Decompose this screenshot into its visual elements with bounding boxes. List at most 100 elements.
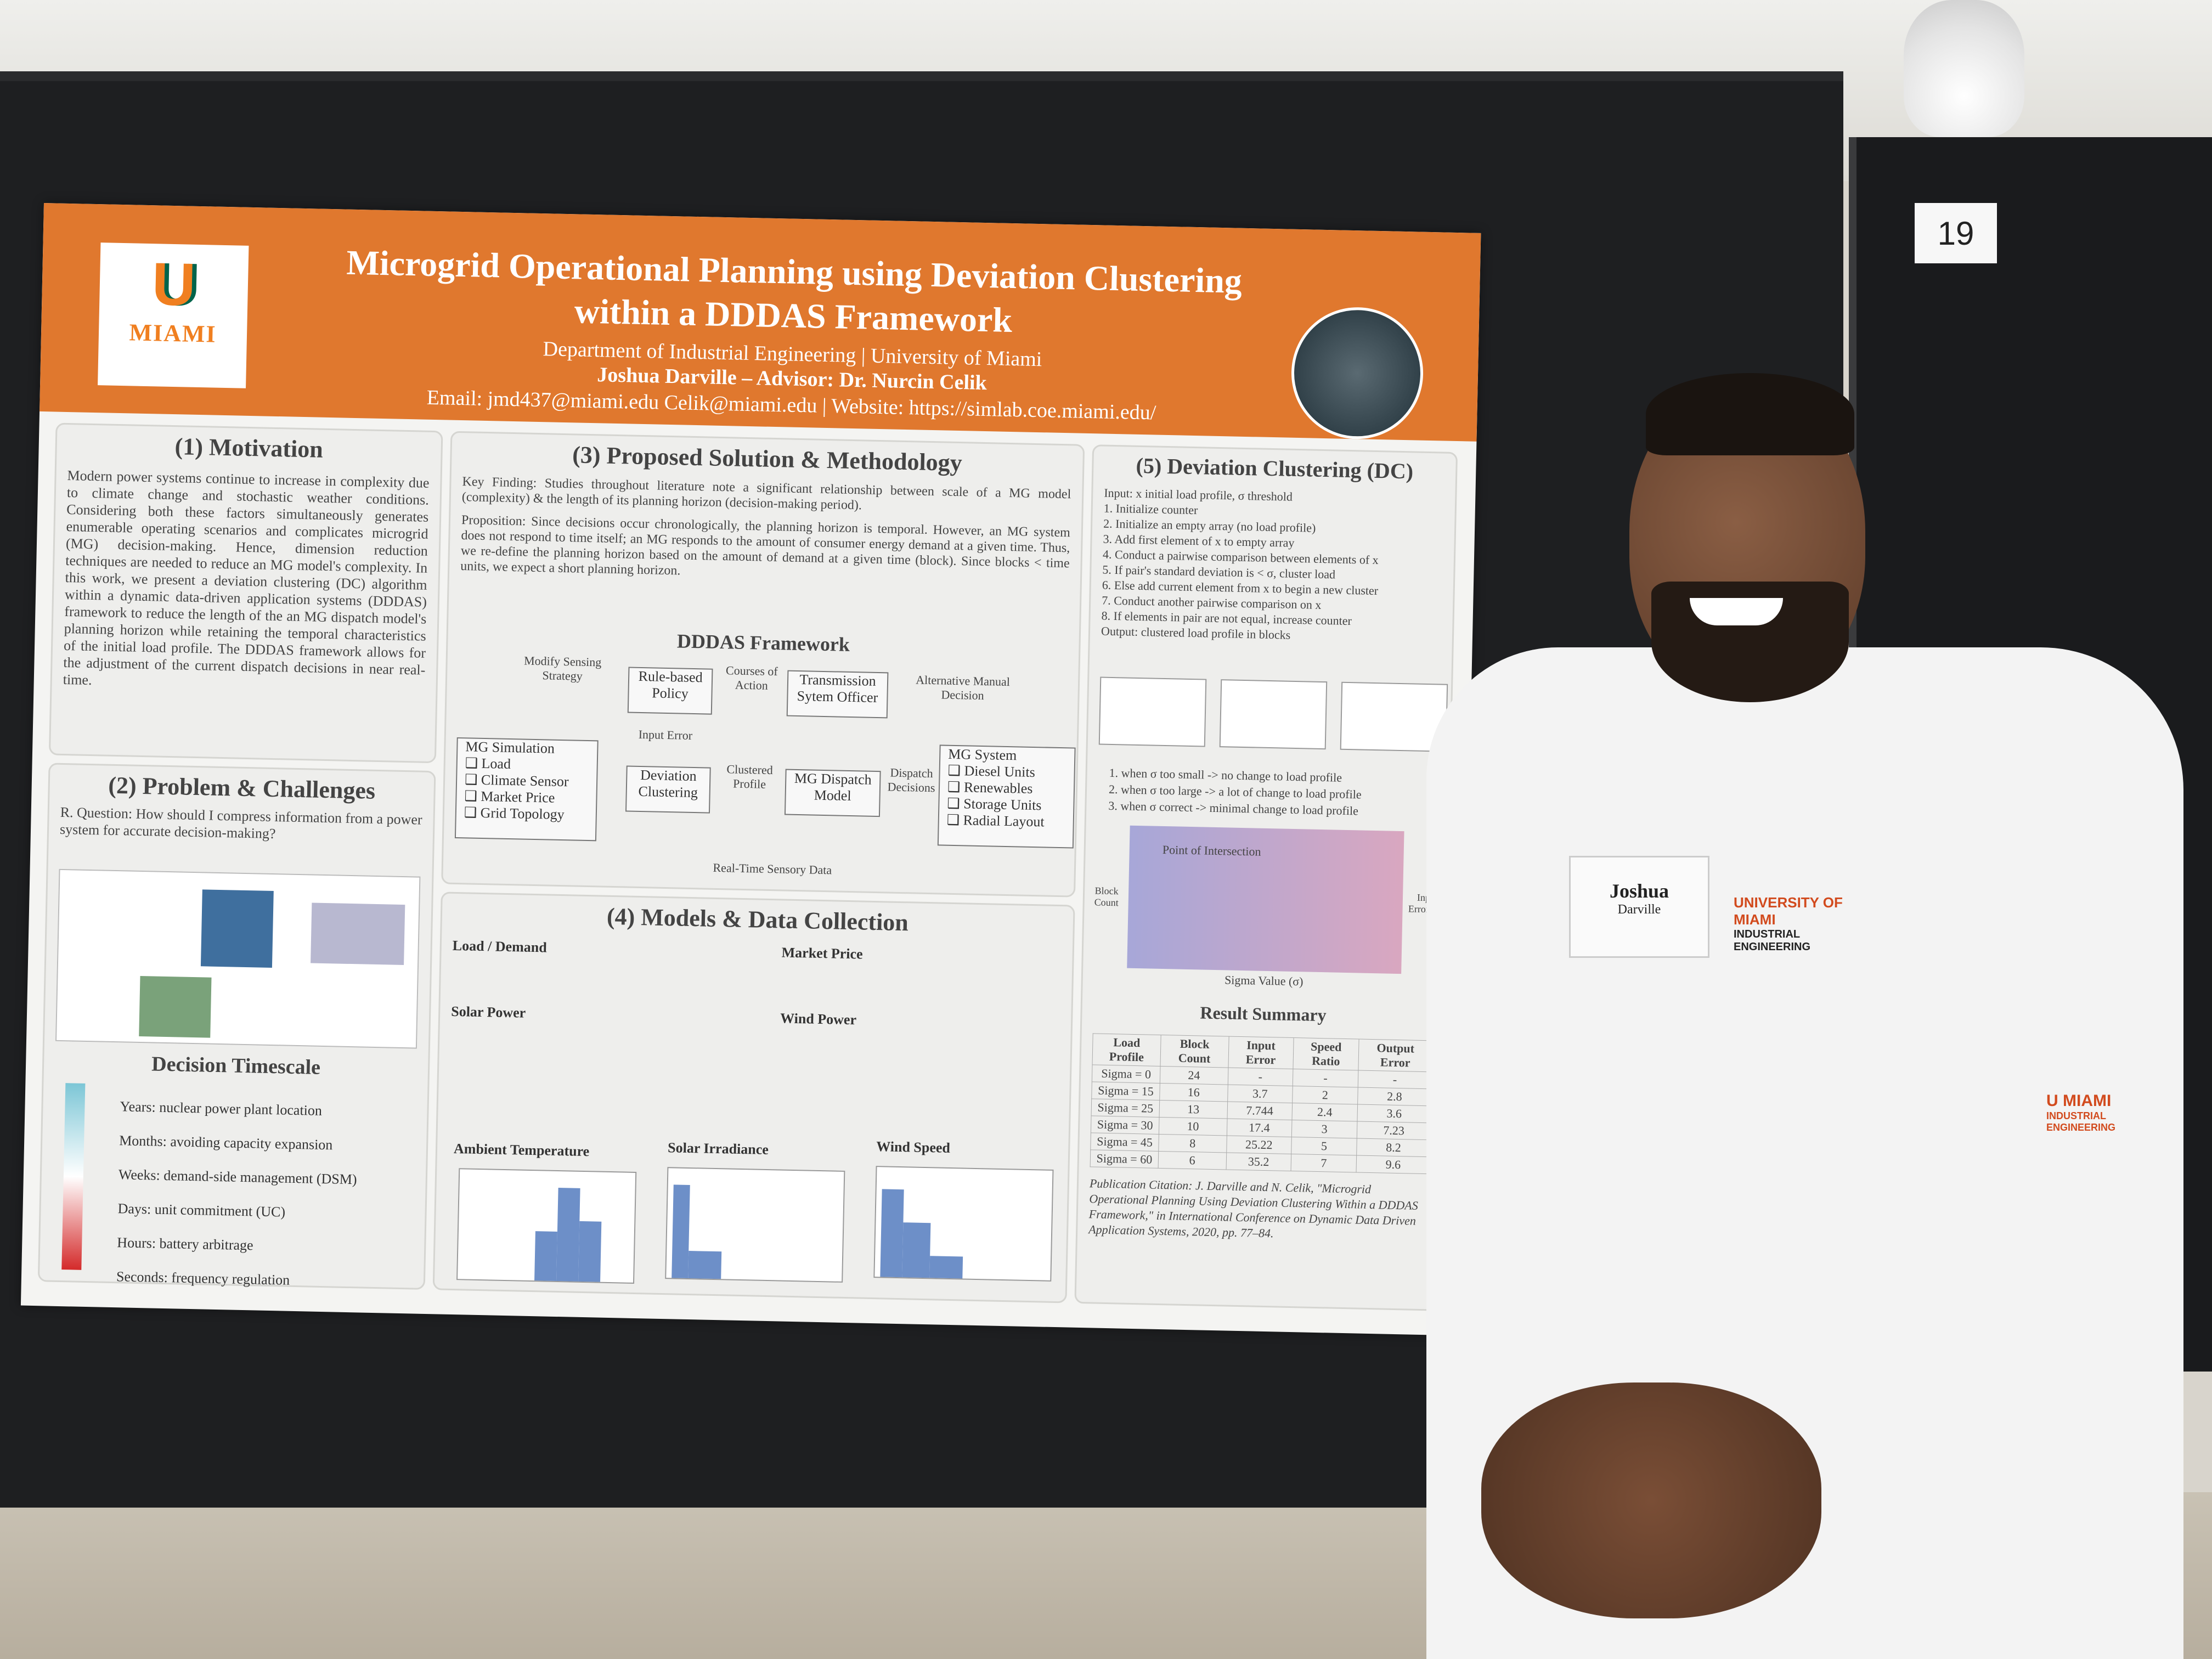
hist-temperature-label: Ambient Temperature — [453, 1141, 590, 1160]
timescale-item: Hours: battery arbitrage — [117, 1234, 253, 1254]
column-header: Load Profile — [1092, 1033, 1161, 1066]
publication-citation: Publication Citation: J. Darville and N.… — [1088, 1176, 1419, 1240]
solar-label: Solar Power — [451, 1003, 526, 1021]
mg-system-item: ❑ Renewables — [947, 778, 1033, 797]
table-cell: 3.7 — [1227, 1085, 1293, 1103]
table-cell: Sigma = 15 — [1091, 1081, 1160, 1101]
table-cell: 2.4 — [1291, 1103, 1358, 1122]
dispatch-box: MG Dispatch Model — [784, 769, 881, 817]
hist-irradiance-label: Solar Irradiance — [667, 1139, 769, 1158]
label-clustered: Clustered Profile — [726, 762, 774, 791]
market-label: Market Price — [781, 944, 863, 962]
table-cell: 6 — [1158, 1151, 1227, 1170]
name-badge: Joshua Darville — [1569, 856, 1709, 958]
histogram-bar — [534, 1231, 557, 1281]
chest-logo-line2: INDUSTRIAL ENGINEERING — [1734, 928, 1811, 953]
sleeve-logo: U MIAMI INDUSTRIAL ENGINEERING — [2046, 1092, 2162, 1133]
label-modify: Modify Sensing Strategy — [523, 653, 602, 683]
clustering-panel: (5) Deviation Clustering (DC) Input: x i… — [1074, 444, 1458, 1311]
histogram-bar — [556, 1188, 580, 1282]
mg-system-box: MG System ❑ Diesel Units ❑ Renewables ❑ … — [937, 744, 1076, 849]
wind-label: Wind Power — [780, 1010, 857, 1028]
research-poster: U MIAMI Microgrid Operational Planning u… — [20, 203, 1481, 1336]
table-cell: 17.4 — [1226, 1119, 1292, 1137]
clustering-heading: (5) Deviation Clustering (DC) — [1136, 453, 1414, 484]
algorithm-steps: Input: x initial load profile, σ thresho… — [1101, 486, 1444, 646]
mg-system-title: MG System — [948, 746, 1017, 764]
rule-policy-box: Rule-based Policy — [627, 667, 713, 715]
label-realtime: Real-Time Sensory Data — [713, 860, 832, 877]
histogram-bar — [902, 1222, 931, 1278]
timescale-heading: Decision Timescale — [151, 1052, 321, 1079]
person-hair — [1646, 373, 1854, 455]
irradiance-histogram — [665, 1167, 845, 1283]
table-cell: 24 — [1160, 1066, 1228, 1085]
problem-heading: (2) Problem & Challenges — [108, 771, 376, 804]
shirt-chest-logo: UNIVERSITY OF MIAMI INDUSTRIAL ENGINEERI… — [1734, 894, 1876, 953]
mg-system-item: ❑ Storage Units — [947, 795, 1042, 814]
table-cell: 7.744 — [1227, 1102, 1293, 1120]
load-profile-plot — [1098, 676, 1207, 747]
column-header: Speed Ratio — [1293, 1037, 1359, 1071]
deviation-box: Deviation Clustering — [625, 765, 711, 814]
label-dispatch-decisions: Dispatch Decisions — [887, 765, 935, 795]
label-courses: Courses of Action — [725, 663, 778, 692]
transmission-tower-photo — [200, 889, 274, 968]
research-question: R. Question: How should I compress infor… — [59, 804, 422, 842]
models-panel: (4) Models & Data Collection Load / Dema… — [432, 891, 1075, 1304]
table-cell: 35.2 — [1226, 1153, 1291, 1171]
table-cell: Sigma = 25 — [1091, 1098, 1160, 1118]
load-profile-plot — [1219, 679, 1328, 750]
histogram-bar — [578, 1221, 602, 1282]
mg-system-item: ❑ Diesel Units — [947, 762, 1036, 781]
sigma-cases: 1. when σ too small -> no change to load… — [1108, 765, 1362, 820]
histogram-bar — [672, 1184, 690, 1279]
table-cell: 2.8 — [1357, 1087, 1432, 1106]
load-label: Load / Demand — [452, 937, 548, 956]
table-cell: - — [1358, 1070, 1432, 1089]
table-cell: 7.23 — [1357, 1121, 1431, 1140]
table-cell: 2 — [1292, 1086, 1358, 1105]
person-hands — [1481, 1383, 1821, 1618]
timescale-item: Seconds: frequency regulation — [116, 1268, 290, 1288]
timescale-item: Days: unit commitment (UC) — [117, 1200, 286, 1220]
hist-wind-label: Wind Speed — [876, 1138, 951, 1156]
booth-number: 19 — [1915, 203, 1997, 263]
table-cell: 5 — [1291, 1137, 1357, 1155]
chest-logo-line1: UNIVERSITY OF MIAMI — [1734, 894, 1843, 928]
timescale-item: Weeks: demand-side management (DSM) — [118, 1166, 357, 1188]
sleeve-logo-line2: INDUSTRIAL ENGINEERING — [2046, 1110, 2116, 1133]
result-summary-title: Result Summary — [1200, 1002, 1327, 1025]
table-cell: 3.6 — [1357, 1104, 1431, 1123]
column-header: Input Error — [1228, 1036, 1294, 1069]
badge-first-name: Joshua — [1609, 880, 1669, 902]
table-cell: Sigma = 0 — [1092, 1064, 1160, 1084]
table-cell: Sigma = 60 — [1090, 1149, 1159, 1169]
histogram-bar — [688, 1251, 722, 1279]
result-table: Load Profile Block Count Input Error Spe… — [1090, 1033, 1433, 1174]
mg-system-item: ❑ Radial Layout — [946, 811, 1045, 830]
column-header: Output Error — [1358, 1039, 1433, 1072]
transmission-box: Transmission Sytem Officer — [786, 670, 889, 719]
key-finding: Key Finding: Studies throughout literatu… — [461, 475, 1071, 513]
label-input-error: Input Error — [638, 727, 693, 742]
table-cell: 10 — [1159, 1117, 1227, 1136]
miami-logo: U MIAMI — [98, 242, 249, 388]
table-cell: - — [1227, 1068, 1293, 1086]
problem-panel: (2) Problem & Challenges R. Question: Ho… — [37, 763, 436, 1290]
grid-diagram — [55, 868, 421, 1049]
u-logo-icon: U — [151, 250, 196, 319]
table-cell: 8.2 — [1356, 1138, 1431, 1157]
table-cell: 3 — [1291, 1120, 1357, 1138]
badge-last-name: Darville — [1617, 902, 1661, 917]
intersection-label: Point of Intersection — [1162, 842, 1261, 859]
table-cell: - — [1293, 1069, 1358, 1088]
storage-photo — [139, 975, 212, 1038]
timescale-arrow-icon — [61, 1083, 86, 1270]
timescale-list: Years: nuclear power plant location Mont… — [116, 1090, 416, 1300]
timescale-item: Months: avoiding capacity expansion — [119, 1132, 333, 1153]
motivation-panel: (1) Motivation Modern power systems cont… — [48, 422, 443, 764]
y-left-label: Block Count — [1094, 885, 1119, 909]
table-cell: 13 — [1159, 1100, 1228, 1119]
timescale-item: Years: nuclear power plant location — [120, 1098, 323, 1119]
